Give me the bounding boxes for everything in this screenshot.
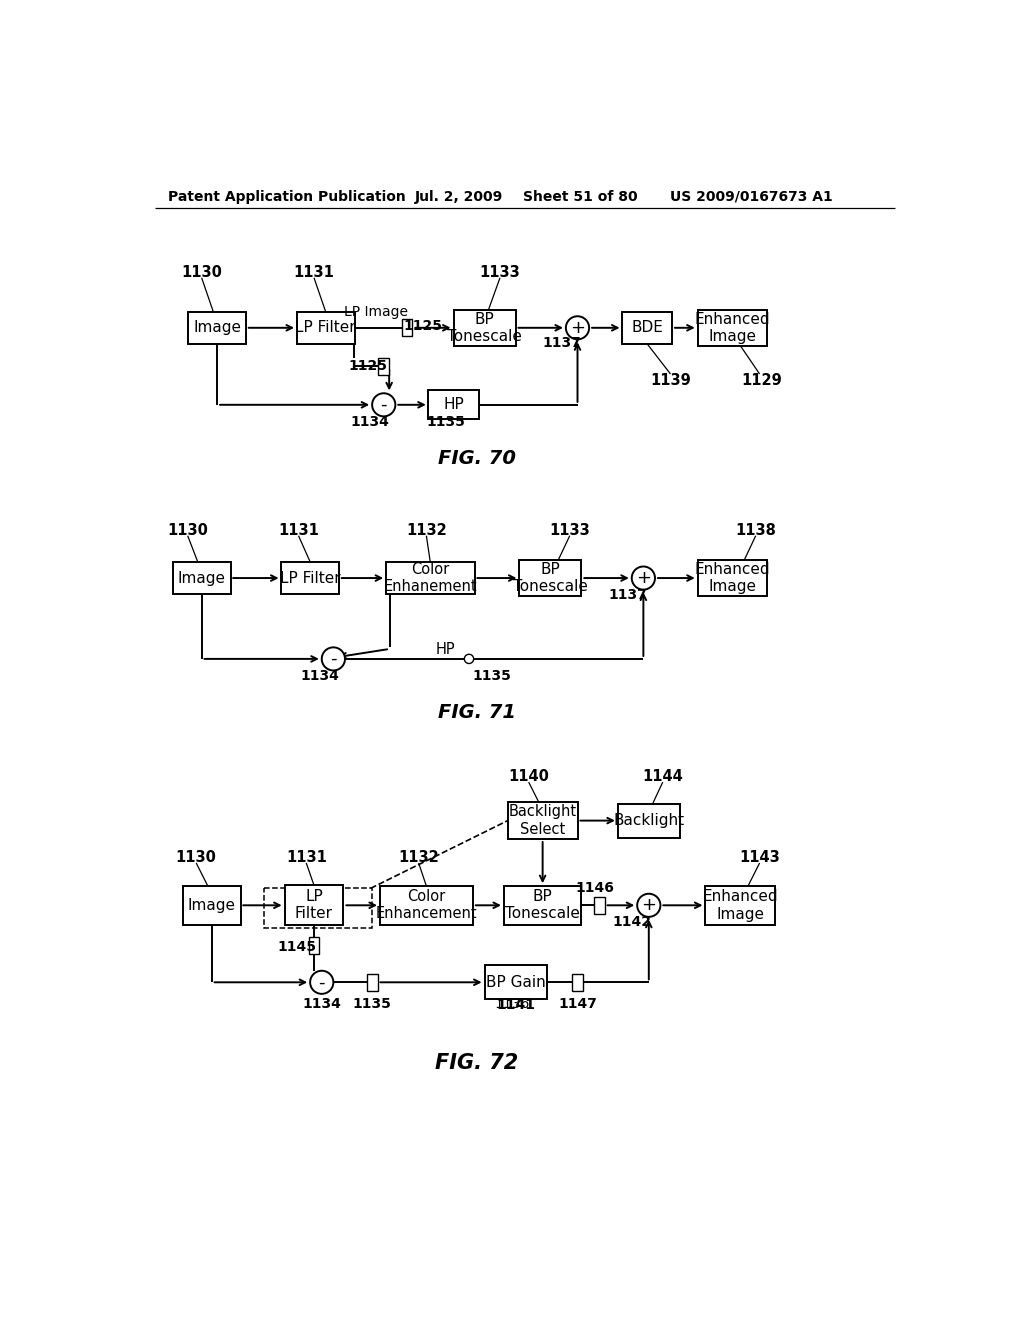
Text: BP Gain: BP Gain [485,974,546,990]
Text: Patent Application Publication: Patent Application Publication [168,190,407,203]
Text: 1136: 1136 [494,997,529,1011]
Text: 1134: 1134 [302,997,341,1011]
Text: HP: HP [443,397,464,412]
Bar [378,358,389,375]
Text: -: - [318,973,325,991]
Text: 1125: 1125 [403,319,442,333]
Text: Image: Image [187,898,236,913]
Text: 1130: 1130 [167,523,208,537]
Text: +: + [641,896,656,915]
Text: BDE: BDE [632,321,664,335]
Text: Backlight: Backlight [613,813,684,828]
Circle shape [637,894,660,917]
Circle shape [632,566,655,590]
Text: 1139: 1139 [650,372,691,388]
Bar [706,886,775,924]
Text: Jul. 2, 2009: Jul. 2, 2009 [415,190,503,203]
Text: 1129: 1129 [741,372,782,388]
Bar [401,319,413,337]
Text: 1147: 1147 [558,997,597,1011]
Text: 1132: 1132 [398,850,439,865]
Text: 1135: 1135 [352,997,391,1011]
Text: 1143: 1143 [739,850,780,865]
Bar [622,312,673,345]
Text: BP
Tonescale: BP Tonescale [505,890,580,921]
Bar [182,886,241,924]
Text: +: + [636,569,651,587]
Text: 1135: 1135 [473,669,512,682]
Text: FIG. 71: FIG. 71 [437,704,516,722]
Circle shape [322,647,345,671]
Text: FIG. 70: FIG. 70 [437,449,516,469]
Text: 1131: 1131 [279,523,318,537]
Bar [281,562,339,594]
Bar [285,886,343,925]
Bar [386,562,475,594]
Text: 1131: 1131 [286,850,327,865]
Bar [308,937,319,954]
Bar [697,560,767,595]
Text: 1130: 1130 [176,850,217,865]
Circle shape [310,970,334,994]
Text: Color
Enhanement: Color Enhanement [383,562,477,594]
Text: LP Image: LP Image [344,305,408,319]
Text: 1138: 1138 [735,523,776,537]
Text: LP
Filter: LP Filter [295,890,333,921]
Text: BP
Tonescale: BP Tonescale [513,562,588,594]
Text: Backlight
Select: Backlight Select [509,804,577,837]
Bar [697,310,767,346]
Text: 1133: 1133 [549,523,590,537]
Text: +: + [570,319,585,337]
Text: 1140: 1140 [508,770,549,784]
Text: 1137: 1137 [608,587,647,602]
Text: 1125: 1125 [349,359,388,374]
Text: HP: HP [436,642,456,657]
Bar [367,974,378,991]
Bar [173,562,230,594]
Text: 1133: 1133 [479,265,520,280]
Text: 1130: 1130 [181,265,222,280]
Text: 1134: 1134 [350,414,389,429]
Text: FIG. 72: FIG. 72 [435,1053,518,1073]
Bar [504,886,582,924]
Text: 1131: 1131 [294,265,335,280]
Text: BP
Tonescale: BP Tonescale [447,312,522,345]
Text: Image: Image [177,570,225,586]
Bar [380,886,473,924]
Text: US 2009/0167673 A1: US 2009/0167673 A1 [671,190,834,203]
Bar [594,896,604,913]
Text: 1135: 1135 [426,414,465,429]
Bar [484,965,547,999]
Text: 1144: 1144 [642,770,683,784]
Bar [428,391,478,420]
Bar [188,312,246,345]
Circle shape [464,655,474,664]
Bar [617,804,680,837]
Bar [519,560,582,595]
Text: Enhanced
Image: Enhanced Image [694,562,770,594]
Text: Enhanced
Image: Enhanced Image [702,890,778,921]
Text: 1137: 1137 [543,337,582,350]
Circle shape [372,393,395,416]
Text: 1141: 1141 [496,998,535,1012]
Text: Sheet 51 of 80: Sheet 51 of 80 [523,190,638,203]
Text: Color
Enhancement: Color Enhancement [376,890,477,921]
Bar [572,974,583,991]
Text: Image: Image [194,321,241,335]
Bar [297,312,354,345]
Text: 1134: 1134 [300,669,339,682]
Text: LP Filter: LP Filter [295,321,356,335]
Circle shape [566,317,589,339]
Bar [454,310,515,346]
Text: 1145: 1145 [278,940,316,954]
Text: LP Filter: LP Filter [280,570,340,586]
Text: 1142: 1142 [612,915,651,929]
Bar [263,888,372,928]
Text: 1132: 1132 [406,523,446,537]
Text: Enhanced
Image: Enhanced Image [694,312,770,345]
Text: -: - [381,396,387,413]
Text: -: - [330,649,337,668]
Text: 1146: 1146 [575,882,614,895]
Bar [508,803,578,840]
